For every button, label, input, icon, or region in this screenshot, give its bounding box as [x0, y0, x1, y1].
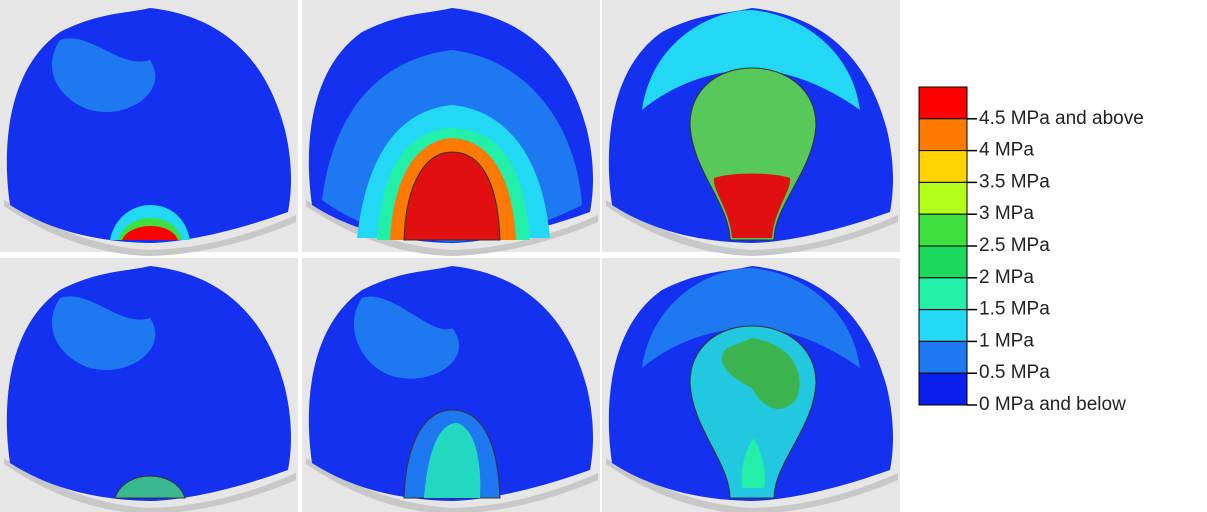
legend-swatch [919, 373, 967, 405]
legend-swatch [919, 310, 967, 342]
legend-label: 2 MPa [979, 267, 1034, 288]
legend-label: 1.5 MPa [979, 299, 1050, 320]
legend-label: 2.5 MPa [979, 235, 1050, 256]
legend-swatch [919, 151, 967, 183]
legend-swatch [919, 246, 967, 278]
legend-swatch [919, 214, 967, 246]
legend-label: 0 MPa and below [979, 394, 1126, 415]
legend-swatch [919, 87, 967, 119]
legend-swatch [919, 182, 967, 214]
panel [0, 0, 298, 256]
legend-label: 1 MPa [979, 330, 1034, 351]
legend-swatch [919, 119, 967, 151]
figure: 4.5 MPa and above 4 MPa 3.5 MPa 3 MPa 2.5 MP… [0, 0, 1207, 512]
legend-label: 4.5 MPa and above [979, 108, 1144, 129]
legend-label: 4 MPa [979, 140, 1034, 161]
panel [602, 0, 900, 256]
panel [302, 0, 600, 256]
legend-label: 0.5 MPa [979, 362, 1050, 383]
legend-swatch [919, 341, 967, 373]
panel [602, 258, 900, 512]
panel [302, 258, 600, 512]
legend: 4.5 MPa and above 4 MPa 3.5 MPa 3 MPa 2.5 MP… [919, 87, 1144, 415]
legend-label: 3 MPa [979, 203, 1034, 224]
legend-label: 3.5 MPa [979, 171, 1050, 192]
legend-swatch [919, 278, 967, 310]
panel [0, 258, 298, 512]
